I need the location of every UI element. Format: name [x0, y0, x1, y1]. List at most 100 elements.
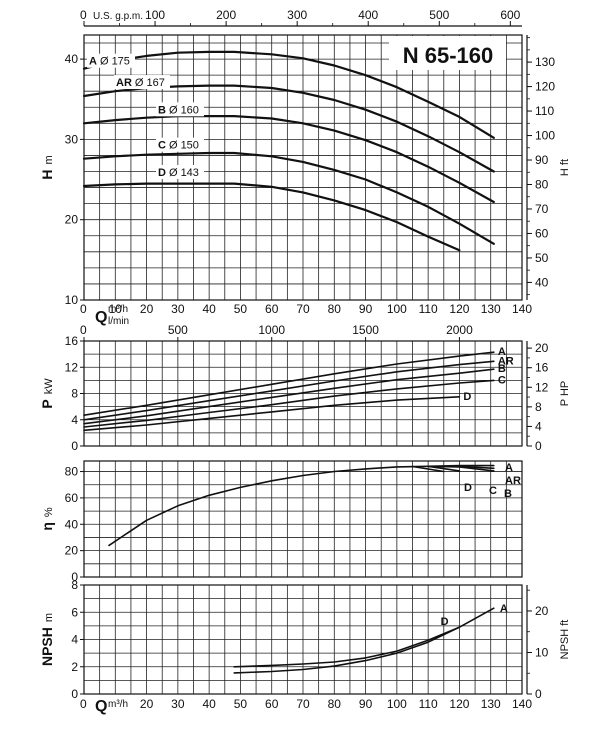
flow-tick-label: 90	[359, 302, 373, 316]
flow-unit-label: m³/h	[108, 304, 128, 315]
flow-tick-label: 40	[202, 302, 216, 316]
power-ytick-label: 0	[71, 439, 78, 453]
head-right-tick-label: 40	[535, 275, 549, 289]
efficiency-curve-B	[427, 465, 495, 472]
gpm-tick-label: 500	[429, 8, 449, 22]
gpm-axis-label: U.S. g.p.m.	[93, 11, 143, 22]
gpm-tick-label: 400	[358, 8, 378, 22]
head-ylabel: Hm	[39, 155, 55, 179]
head-ytick-label: 10	[65, 293, 79, 307]
bottom-flow-tick-label: 40	[202, 697, 216, 711]
npsh-curve-D	[233, 626, 461, 668]
npsh-ytick-label: 6	[71, 605, 78, 619]
power-ytick-label: 4	[71, 413, 78, 427]
power-label-A: A	[498, 346, 506, 358]
head-right-tick-label: 100	[535, 129, 555, 143]
power-ytick-label: 8	[71, 387, 78, 401]
chart-title: N 65-160	[403, 43, 494, 68]
head-right-tick-label: 50	[535, 251, 549, 265]
power-ytick-label: 12	[65, 360, 79, 374]
power-right-tick-label: 0	[535, 439, 542, 453]
bottom-flow-tick-label: 100	[387, 697, 407, 711]
flow-q-label: Q	[95, 309, 107, 326]
bottom-flow-tick-label: 70	[296, 697, 310, 711]
flow-tick-label: 130	[481, 302, 501, 316]
head-ytick-label: 40	[65, 52, 79, 66]
gpm-tick-label: 100	[145, 8, 165, 22]
head-curve-B	[82, 114, 495, 204]
efficiency-ylabel: η%	[39, 507, 55, 531]
bottom-flow-q-label: Q	[95, 698, 107, 715]
head-right-tick-label: 130	[535, 55, 555, 69]
npsh-label-D: D	[441, 616, 449, 628]
flow-tick-label: 50	[234, 302, 248, 316]
npsh-ylabel: NPSHm	[39, 613, 55, 666]
flow-tick-label: 80	[328, 302, 342, 316]
head-label-bg-AR	[114, 75, 170, 90]
npsh-right-tick-label: 0	[535, 687, 542, 701]
gpm-tick-label: 600	[500, 8, 520, 22]
lmin-tick-label-0: 0	[80, 323, 87, 337]
npsh-label-A: A	[500, 603, 508, 615]
head-ytick-label: 30	[65, 132, 79, 146]
power-curve-AR	[83, 360, 495, 421]
npsh-ytick-label: 8	[71, 578, 78, 592]
bottom-flow-tick-label: 60	[265, 697, 279, 711]
head-right-tick-label: 120	[535, 80, 555, 94]
bottom-flow-tick-label: 20	[140, 697, 154, 711]
lmin-tick-label: 2000	[446, 323, 473, 337]
head-label-bg-C	[156, 137, 204, 152]
gpm-tick-label: 200	[216, 8, 236, 22]
head-label-AR: AR Ø 167	[116, 77, 165, 89]
efficiency-frame	[83, 460, 523, 578]
power-label-AR: AR	[498, 355, 514, 367]
efficiency-curve-C	[427, 465, 461, 472]
head-label-bg-B	[156, 102, 204, 117]
bottom-flow-tick-label: 90	[359, 697, 373, 711]
power-curve-C	[83, 379, 495, 428]
bottom-flow-tick-label: 30	[171, 697, 185, 711]
power-curve-B	[83, 368, 495, 425]
head-ytick-label: 20	[65, 213, 79, 227]
npsh-ytick-label: 2	[71, 660, 78, 674]
efficiency-curve-common	[108, 465, 429, 547]
npsh-right-tick-label: 10	[535, 645, 549, 659]
efficiency-label-C: C	[489, 485, 497, 497]
flow-tick-label: 60	[265, 302, 279, 316]
gpm-tick-label: 300	[287, 8, 307, 22]
gpm-tick-label-0: 0	[80, 8, 87, 22]
power-label-B: B	[498, 363, 506, 375]
head-label-bg-D	[156, 164, 204, 179]
flow-tick-label: 120	[449, 302, 469, 316]
power-right-tick-label: 20	[535, 341, 549, 355]
flow-tick-label: 30	[171, 302, 185, 316]
npsh-right-tick-label: 20	[535, 604, 549, 618]
bottom-flow-unit-label: m³/h	[108, 699, 128, 710]
efficiency-label-AR: AR	[505, 475, 521, 487]
efficiency-ytick-label: 20	[65, 544, 79, 558]
power-curve-D	[83, 395, 461, 432]
power-right-tick-label: 4	[535, 419, 542, 433]
bottom-flow-tick-label-0: 0	[80, 697, 87, 711]
head-right-tick-label: 70	[535, 202, 549, 216]
head-right-tick-label: 90	[535, 153, 549, 167]
head-right-tick-label: 60	[535, 226, 549, 240]
bottom-flow-tick-label: 50	[234, 697, 248, 711]
head-curve-C	[82, 151, 495, 245]
efficiency-curve-D	[411, 465, 445, 473]
power-ytick-label: 16	[65, 334, 79, 348]
flow-tick-label: 140	[512, 302, 532, 316]
bottom-flow-tick-label: 120	[449, 697, 469, 711]
lmin-tick-label: 1000	[258, 323, 285, 337]
efficiency-label-A: A	[505, 462, 513, 474]
efficiency-ytick-label: 80	[65, 465, 79, 479]
power-label-C: C	[498, 374, 506, 386]
flow-tick-label: 20	[140, 302, 154, 316]
flow-tick-label: 110	[419, 302, 438, 316]
flow-tick-label: 100	[387, 302, 407, 316]
